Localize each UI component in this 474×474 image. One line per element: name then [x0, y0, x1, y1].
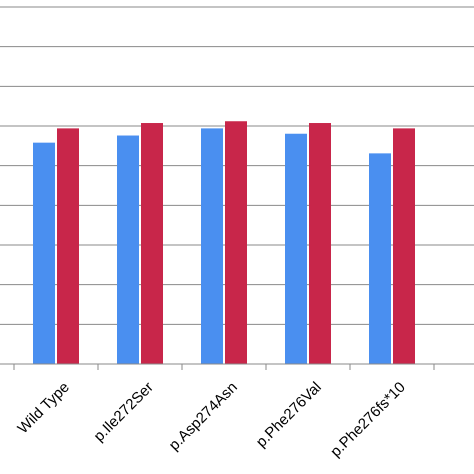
x-tick-label: p.Phe276Val	[253, 379, 325, 451]
bars	[33, 121, 415, 365]
x-axis	[0, 363, 474, 370]
bar	[57, 128, 79, 364]
bar	[369, 153, 391, 364]
bar	[33, 142, 55, 364]
x-tick-label: Wild Type	[14, 379, 72, 437]
bar	[309, 123, 331, 365]
bar	[225, 121, 247, 365]
bar	[393, 128, 415, 364]
bar	[285, 133, 307, 364]
x-tick-label: p.Asp274Asn	[166, 379, 241, 454]
bar	[117, 135, 139, 364]
bar	[141, 123, 163, 365]
bar	[201, 128, 223, 364]
x-tick-label: p.Phe276fs*10	[327, 379, 409, 461]
x-tick-labels: Wild Type p.Ile272Ser p.Asp274Asn p.Phe276V…	[14, 379, 408, 461]
x-tick-label: p.Ile272Ser	[91, 379, 157, 445]
